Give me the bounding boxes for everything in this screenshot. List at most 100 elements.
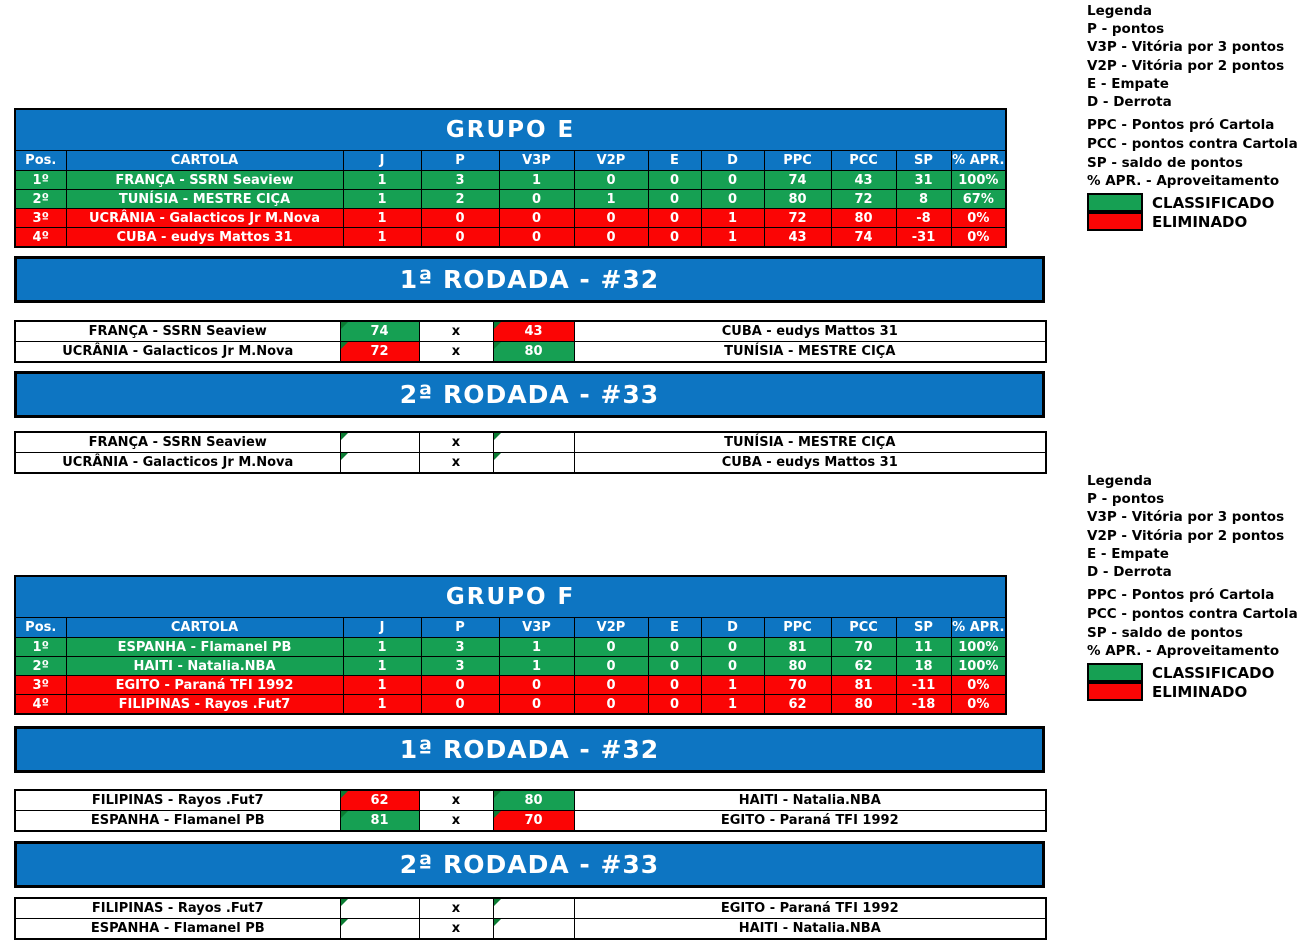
standings-row: 2º TUNÍSIA - MESTRE CIÇA 1 2 0 1 0 0 80 …: [14, 189, 1007, 209]
cell: 67%: [950, 189, 1007, 209]
group-f-round-1-matches: FILIPINAS - Rayos .Fut7 62 x 80 HAITI - …: [14, 789, 1047, 832]
cell: 0: [647, 170, 702, 190]
cell: 70: [830, 637, 897, 657]
legend-line: V2P - Vitória por 2 pontos: [1087, 57, 1285, 74]
cell: 1: [342, 170, 422, 190]
away-score-cell[interactable]: [492, 918, 575, 940]
col-header: V3P: [498, 617, 575, 638]
group-e-round-2-matches: FRANÇA - SSRN Seaview x TUNÍSIA - MESTRE…: [14, 431, 1047, 474]
cell: 0%: [950, 675, 1007, 695]
legend-title: Legenda: [1087, 473, 1152, 489]
away-score-cell[interactable]: 43: [492, 320, 575, 342]
cell: 0%: [950, 227, 1007, 248]
vs-label: x: [418, 897, 494, 919]
group-f-title: GRUPO F: [14, 575, 1007, 618]
cell: 4º: [14, 227, 67, 248]
cell: 0: [498, 227, 575, 248]
cell: FRANÇA - SSRN Seaview: [65, 170, 344, 190]
note-flag-icon: [494, 453, 501, 460]
standings-row: 2º HAITI - Natalia.NBA 1 3 1 0 0 0 80 62…: [14, 656, 1007, 676]
cell: 3: [420, 170, 500, 190]
cell: -18: [895, 694, 952, 715]
col-header: CARTOLA: [65, 617, 344, 638]
legend-line: D - Derrota: [1087, 94, 1172, 111]
cell: 80: [830, 208, 897, 228]
cell: ESPANHA - Flamanel PB: [65, 637, 344, 657]
home-team: UCRÂNIA - Galacticos Jr M.Nova: [14, 341, 341, 363]
group-e-standings-table: GRUPO E Pos. CARTOLA J P V3P V2P E D PPC…: [14, 108, 1008, 248]
cell: 0: [647, 189, 702, 209]
cell: 0: [700, 189, 765, 209]
home-team: FILIPINAS - Rayos .Fut7: [14, 789, 341, 811]
home-team: UCRÂNIA - Galacticos Jr M.Nova: [14, 452, 341, 474]
classified-color-swatch: [1087, 193, 1143, 213]
eliminated-label: ELIMINADO: [1152, 682, 1248, 701]
away-score-cell[interactable]: 80: [492, 341, 575, 363]
home-score-cell[interactable]: [339, 431, 420, 453]
cell: 2: [420, 189, 500, 209]
cell: 0: [647, 675, 702, 695]
col-header: J: [342, 150, 422, 171]
cell: TUNÍSIA - MESTRE CIÇA: [65, 189, 344, 209]
classified-color-swatch: [1087, 663, 1143, 683]
cell: 1: [498, 637, 575, 657]
cell: 11: [895, 637, 952, 657]
standings-row: 3º UCRÂNIA - Galacticos Jr M.Nova 1 0 0 …: [14, 208, 1007, 228]
cell: 100%: [950, 170, 1007, 190]
home-score-cell[interactable]: 81: [339, 810, 420, 832]
cell: 3: [420, 637, 500, 657]
cell: 0: [573, 694, 649, 715]
away-score-cell[interactable]: [492, 431, 575, 453]
note-flag-icon: [341, 919, 348, 926]
note-flag-icon: [341, 433, 348, 440]
home-score-cell[interactable]: 62: [339, 789, 420, 811]
standings-row: 1º FRANÇA - SSRN Seaview 1 3 1 0 0 0 74 …: [14, 170, 1007, 190]
legend-line: E - Empate: [1087, 75, 1169, 92]
match-row: ESPANHA - Flamanel PB 81 x 70 EGITO - Pa…: [14, 810, 1047, 832]
col-header: J: [342, 617, 422, 638]
legend-line: V3P - Vitória por 3 pontos: [1087, 509, 1285, 526]
home-score-cell[interactable]: [339, 452, 420, 474]
home-score-cell[interactable]: 74: [339, 320, 420, 342]
cell: 0%: [950, 208, 1007, 228]
col-header: CARTOLA: [65, 150, 344, 171]
col-header: % APR.: [950, 150, 1007, 171]
cell: 0: [498, 189, 575, 209]
away-team: EGITO - Paraná TFI 1992: [573, 810, 1047, 832]
cell: 0: [647, 637, 702, 657]
cell: 0: [700, 637, 765, 657]
cell: 0: [573, 227, 649, 248]
cell: 62: [830, 656, 897, 676]
cell: CUBA - eudys Mattos 31: [65, 227, 344, 248]
home-score-cell[interactable]: 72: [339, 341, 420, 363]
away-score-cell[interactable]: 80: [492, 789, 575, 811]
away-score-cell[interactable]: [492, 452, 575, 474]
legend-classified-row: CLASSIFICADO: [1087, 663, 1315, 683]
legend-eliminated-row: ELIMINADO: [1087, 682, 1315, 702]
cell: 0: [420, 694, 500, 715]
cell: 1: [342, 637, 422, 657]
cell: 0: [700, 656, 765, 676]
cell: 4º: [14, 694, 67, 715]
legend-eliminated-row: ELIMINADO: [1087, 212, 1315, 232]
legend-line: PCC - pontos contra Cartola: [1087, 606, 1298, 623]
cell: 0: [573, 656, 649, 676]
away-score-cell[interactable]: [492, 897, 575, 919]
col-header: SP: [895, 150, 952, 171]
away-team: HAITI - Natalia.NBA: [573, 789, 1047, 811]
home-score-cell[interactable]: [339, 918, 420, 940]
cell: 74: [830, 227, 897, 248]
cell: 1: [342, 694, 422, 715]
vs-label: x: [418, 918, 494, 940]
home-team: ESPANHA - Flamanel PB: [14, 810, 341, 832]
cell: 1: [498, 656, 575, 676]
cell: 0: [420, 208, 500, 228]
note-flag-icon: [341, 342, 348, 349]
col-header: E: [647, 617, 702, 638]
home-score-cell[interactable]: [339, 897, 420, 919]
legend-classified-row: CLASSIFICADO: [1087, 193, 1315, 213]
col-header: PCC: [830, 150, 897, 171]
cell: 100%: [950, 637, 1007, 657]
away-score-cell[interactable]: 70: [492, 810, 575, 832]
vs-label: x: [418, 320, 494, 342]
